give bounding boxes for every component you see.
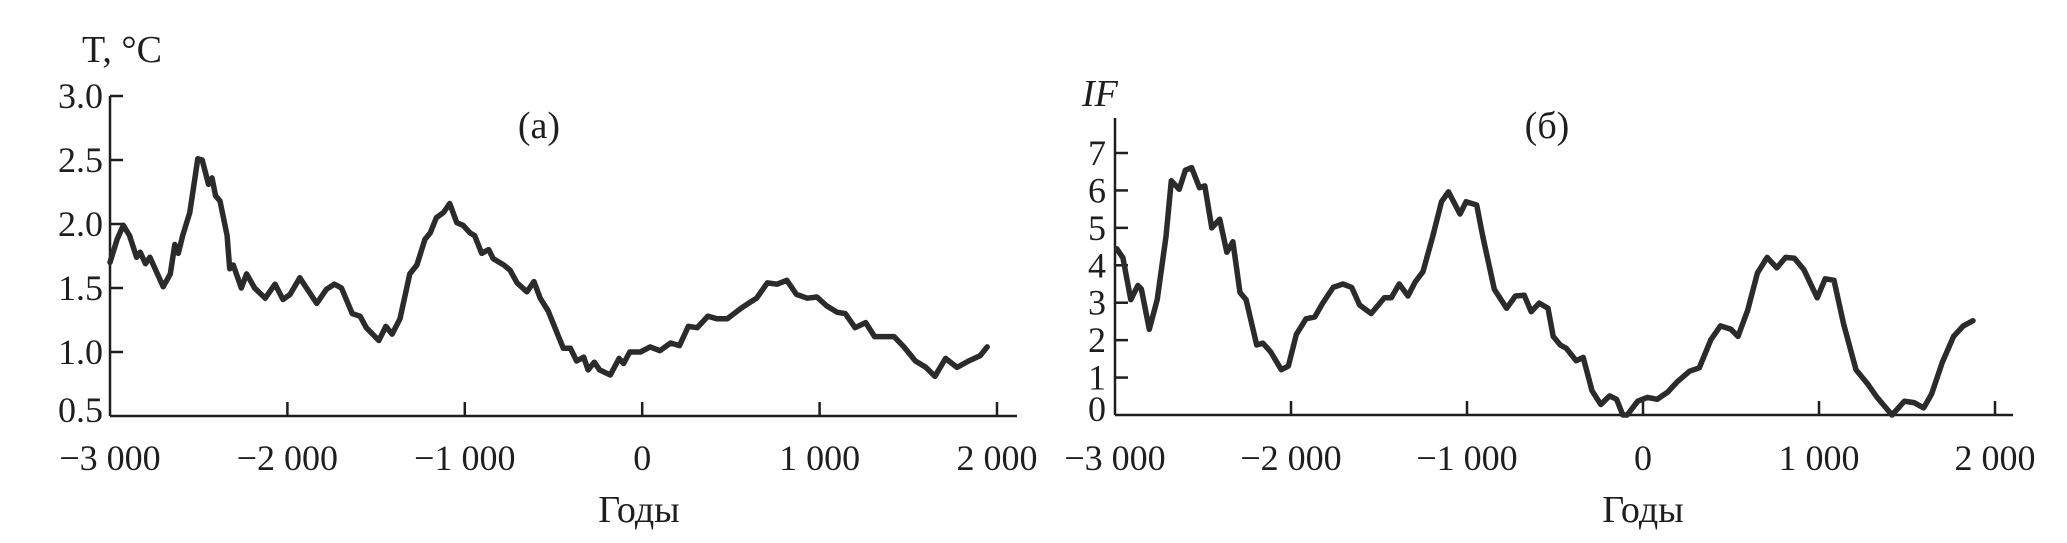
y-tick-label: 1 bbox=[1088, 358, 1106, 398]
x-tick-label: −3 000 bbox=[1064, 438, 1165, 478]
y-tick-label: 0 bbox=[1088, 389, 1106, 429]
x-tick-label: 0 bbox=[1634, 438, 1652, 478]
series-line bbox=[1114, 164, 1976, 418]
chart-panel-b: −3 000 −2 000 −1 000 0 1 000 2 00001234567IF(… bbox=[1064, 73, 2035, 531]
x-axis-label: Годы bbox=[1602, 489, 1683, 531]
x-tick-label: −1 000 bbox=[414, 438, 515, 478]
y-axis-label: T, °C bbox=[82, 29, 162, 71]
y-tick-label: 2.5 bbox=[58, 140, 103, 180]
panel-label: (а) bbox=[518, 105, 560, 147]
panel-label: (б) bbox=[1525, 105, 1570, 147]
x-tick-label: 0 bbox=[633, 438, 651, 478]
y-tick-label: 4 bbox=[1088, 245, 1106, 285]
x-tick-label: 2 000 bbox=[1955, 438, 2036, 478]
y-tick-label: 7 bbox=[1088, 133, 1106, 173]
x-tick-label: −3 000 bbox=[59, 438, 160, 478]
x-tick-label: 2 000 bbox=[957, 438, 1038, 478]
y-tick-label: 1.5 bbox=[58, 268, 103, 308]
y-tick-label: 3.0 bbox=[58, 76, 103, 116]
series-line bbox=[107, 155, 990, 380]
x-tick-label: −2 000 bbox=[1240, 438, 1341, 478]
x-tick-label: 1 000 bbox=[779, 438, 860, 478]
y-tick-label: 2.0 bbox=[58, 204, 103, 244]
y-tick-label: 2 bbox=[1088, 320, 1106, 360]
y-axis-label: IF bbox=[1081, 73, 1119, 115]
y-tick-label: 6 bbox=[1088, 170, 1106, 210]
y-tick-label: 5 bbox=[1088, 208, 1106, 248]
chart-panel-a: −3 000 −2 000 −1 000 0 1 000 2 000 0.5 1.0 1.5 2.… bbox=[58, 29, 1038, 531]
x-tick-label: −1 000 bbox=[1416, 438, 1517, 478]
y-tick-label: 3 bbox=[1088, 283, 1106, 323]
x-tick-label: −2 000 bbox=[237, 438, 338, 478]
y-tick-label: 0.5 bbox=[58, 390, 103, 430]
x-tick-label: 1 000 bbox=[1779, 438, 1860, 478]
y-tick-label: 1.0 bbox=[58, 332, 103, 372]
x-axis-label: Годы bbox=[598, 489, 679, 531]
